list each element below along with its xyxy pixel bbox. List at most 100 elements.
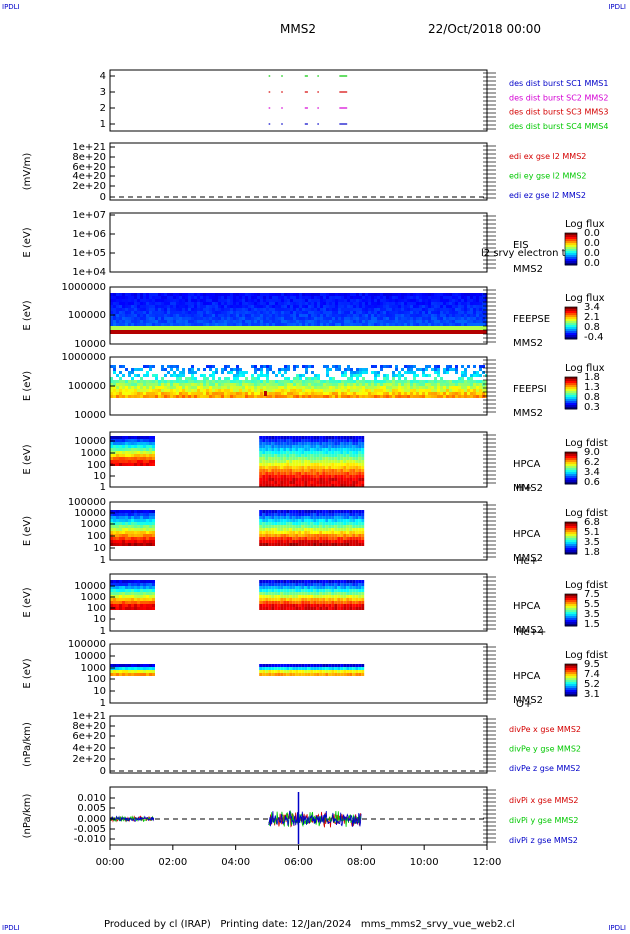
heat-cell: [407, 383, 410, 386]
heat-cell: [301, 466, 305, 469]
heat-cell: [301, 513, 305, 516]
heat-cell: [289, 457, 293, 460]
heat-cell: [343, 580, 347, 583]
heat-cell: [386, 386, 389, 389]
heat-cell: [316, 472, 320, 475]
heat-cell: [437, 317, 440, 320]
heat-cell: [322, 513, 326, 516]
heat-cell: [307, 481, 311, 484]
heat-cell: [322, 528, 326, 531]
heat-cell: [149, 522, 152, 525]
heat-cell: [146, 513, 149, 516]
heat-cell: [458, 293, 461, 296]
colorbar-tick-5-0: 9.0: [584, 447, 600, 458]
heat-cell: [200, 386, 203, 389]
heat-cell: [265, 451, 269, 454]
heat-cell: [322, 448, 326, 451]
heat-cell: [398, 377, 401, 380]
colorbar-step: [565, 526, 577, 529]
heat-cell: [334, 510, 338, 513]
heat-cell: [137, 589, 140, 592]
heat-cell: [458, 389, 461, 392]
heat-cell: [263, 299, 266, 302]
heat-cell: [292, 522, 296, 525]
heat-cell: [352, 510, 356, 513]
heat-cell: [158, 308, 161, 311]
heat-cell: [266, 374, 269, 377]
heat-cell: [200, 392, 203, 395]
heat-cell: [395, 380, 398, 383]
heat-cell: [317, 380, 320, 383]
heat-cell: [277, 531, 281, 534]
heat-cell: [355, 589, 359, 592]
heat-cell: [422, 380, 425, 383]
heat-cell: [479, 299, 482, 302]
heat-cell: [416, 305, 419, 308]
heat-cell: [358, 475, 362, 478]
heat-cell: [305, 323, 308, 326]
heat-cell: [340, 540, 344, 543]
heat-cell: [134, 463, 137, 466]
heat-cell: [143, 305, 146, 308]
heat-cell: [328, 540, 332, 543]
ytick-label-1-0: 0: [100, 192, 106, 203]
heat-cell: [413, 314, 416, 317]
heat-cell: [140, 580, 143, 583]
heat-cell: [209, 317, 212, 320]
heat-cell: [301, 543, 305, 546]
heat-cell: [380, 293, 383, 296]
heat-cell: [353, 302, 356, 305]
heat-cell: [230, 386, 233, 389]
heat-cell: [304, 601, 308, 604]
heat-cell: [310, 607, 314, 610]
heat-cell: [328, 519, 332, 522]
heat-cell: [314, 386, 317, 389]
heat-cell: [329, 311, 332, 314]
heat-cell: [259, 436, 263, 439]
heat-cell: [316, 484, 320, 487]
heat-cell: [152, 525, 155, 528]
heat-cell: [344, 389, 347, 392]
heat-cell: [407, 311, 410, 314]
heat-cell: [152, 299, 155, 302]
heat-cell: [322, 516, 326, 519]
heat-cell: [128, 317, 131, 320]
heat-cell: [401, 323, 404, 326]
heat-cell: [251, 308, 254, 311]
heat-cell: [221, 305, 224, 308]
heat-cell: [317, 302, 320, 305]
heat-cell: [352, 598, 356, 601]
heat-cell: [230, 302, 233, 305]
heat-cell: [230, 380, 233, 383]
heat-cell: [358, 463, 362, 466]
heat-cell: [275, 395, 278, 398]
heat-cell: [173, 308, 176, 311]
heat-cell: [290, 392, 293, 395]
heat-cell: [266, 380, 269, 383]
heat-cell: [310, 442, 314, 445]
heat-cell: [398, 323, 401, 326]
heat-cell: [203, 323, 206, 326]
heat-cell: [383, 320, 386, 323]
heat-cell: [262, 595, 266, 598]
heat-cell: [161, 386, 164, 389]
heat-cell: [416, 368, 419, 371]
colorbar-step: [565, 462, 577, 465]
heat-cell: [224, 368, 227, 371]
heat-cell: [449, 380, 452, 383]
heat-cell: [295, 589, 299, 592]
right-label-3-1: MMS2: [513, 338, 543, 349]
heat-cell: [110, 296, 113, 299]
heat-cell: [131, 463, 134, 466]
heat-cell: [113, 380, 116, 383]
heat-cell: [274, 484, 278, 487]
heat-cell: [268, 516, 272, 519]
heat-cell: [149, 365, 152, 368]
heat-cell: [191, 293, 194, 296]
heat-cell: [188, 377, 191, 380]
heat-cell: [355, 580, 359, 583]
heat-cell: [116, 445, 119, 448]
heat-cell: [116, 389, 119, 392]
heat-cell: [259, 537, 263, 540]
heat-cell: [173, 374, 176, 377]
